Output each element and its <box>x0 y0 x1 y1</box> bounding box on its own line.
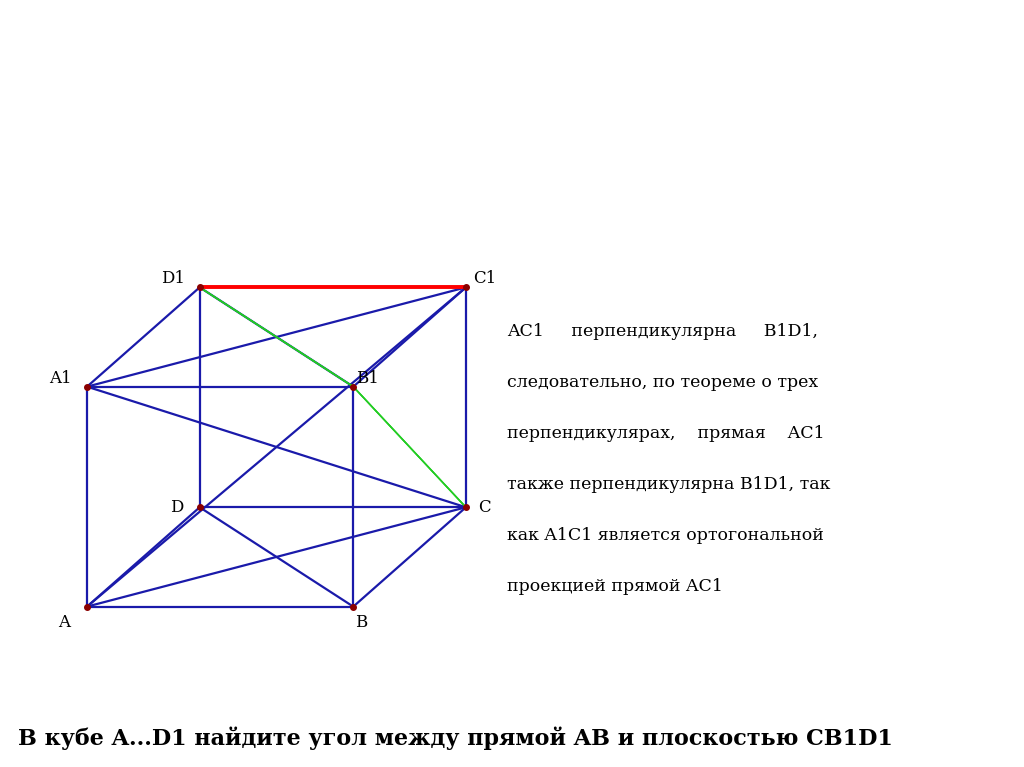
Text: перпендикулярах,    прямая    AC1: перпендикулярах, прямая AC1 <box>507 425 824 442</box>
Text: C: C <box>478 499 490 515</box>
Text: A: A <box>58 614 71 630</box>
Text: также перпендикулярна B1D1, так: также перпендикулярна B1D1, так <box>507 476 830 493</box>
Text: D1: D1 <box>161 270 185 288</box>
Polygon shape <box>351 384 466 507</box>
Text: проекцией прямой AC1: проекцией прямой AC1 <box>507 578 723 595</box>
Text: В кубе A...D1 найдите угол между прямой AB и плоскостью CB1D1: В кубе A...D1 найдите угол между прямой … <box>18 726 893 750</box>
Polygon shape <box>200 288 353 387</box>
Text: следовательно, по теореме о трех: следовательно, по теореме о трех <box>507 374 818 391</box>
Text: B1: B1 <box>356 370 379 387</box>
Text: C1: C1 <box>473 270 496 288</box>
Text: B: B <box>355 614 368 630</box>
Text: как A1C1 является ортогональной: как A1C1 является ортогональной <box>507 527 823 544</box>
Text: A1: A1 <box>49 370 72 387</box>
Text: AC1     перпендикулярна     B1D1,: AC1 перпендикулярна B1D1, <box>507 323 818 340</box>
Text: D: D <box>170 499 184 515</box>
